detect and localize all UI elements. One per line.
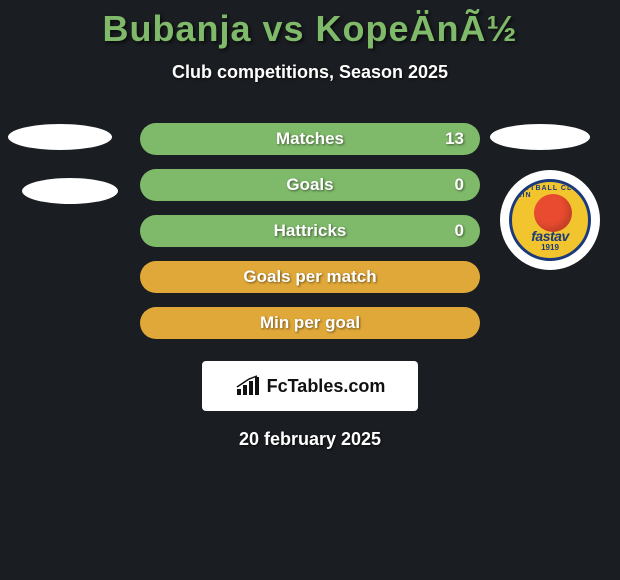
- stat-label: Goals: [286, 175, 333, 195]
- badge-year: 1919: [541, 243, 559, 252]
- brand-box: FcTables.com: [202, 361, 418, 411]
- stat-row: Min per goal: [140, 307, 480, 339]
- date-label: 20 february 2025: [0, 429, 620, 450]
- bar-chart-icon: [235, 375, 261, 397]
- stat-value: 0: [455, 221, 464, 241]
- subtitle: Club competitions, Season 2025: [0, 62, 620, 83]
- stat-row: Matches 13: [140, 123, 480, 155]
- badge-main-text: fastav: [531, 228, 568, 244]
- stats-container: Matches 13 Goals 0 Hattricks 0 Goals per match…: [140, 123, 480, 339]
- stat-row: Goals 0: [140, 169, 480, 201]
- stat-value: 13: [445, 129, 464, 149]
- decor-ellipse-left-2: [22, 178, 118, 204]
- club-badge: FOOTBALL CLUB ZLIN fastav 1919: [500, 170, 600, 270]
- stat-row: Goals per match: [140, 261, 480, 293]
- badge-ball-icon: [534, 194, 572, 232]
- page-title: Bubanja vs KopeÄnÃ½: [0, 0, 620, 50]
- stat-value: 0: [455, 175, 464, 195]
- brand-text: FcTables.com: [267, 376, 386, 397]
- stat-label: Hattricks: [274, 221, 347, 241]
- decor-ellipse-right: [490, 124, 590, 150]
- stat-label: Goals per match: [243, 267, 376, 287]
- stat-label: Matches: [276, 129, 344, 149]
- stat-label: Min per goal: [260, 313, 360, 333]
- club-badge-inner: FOOTBALL CLUB ZLIN fastav 1919: [509, 179, 591, 261]
- stat-row: Hattricks 0: [140, 215, 480, 247]
- decor-ellipse-left-1: [8, 124, 112, 150]
